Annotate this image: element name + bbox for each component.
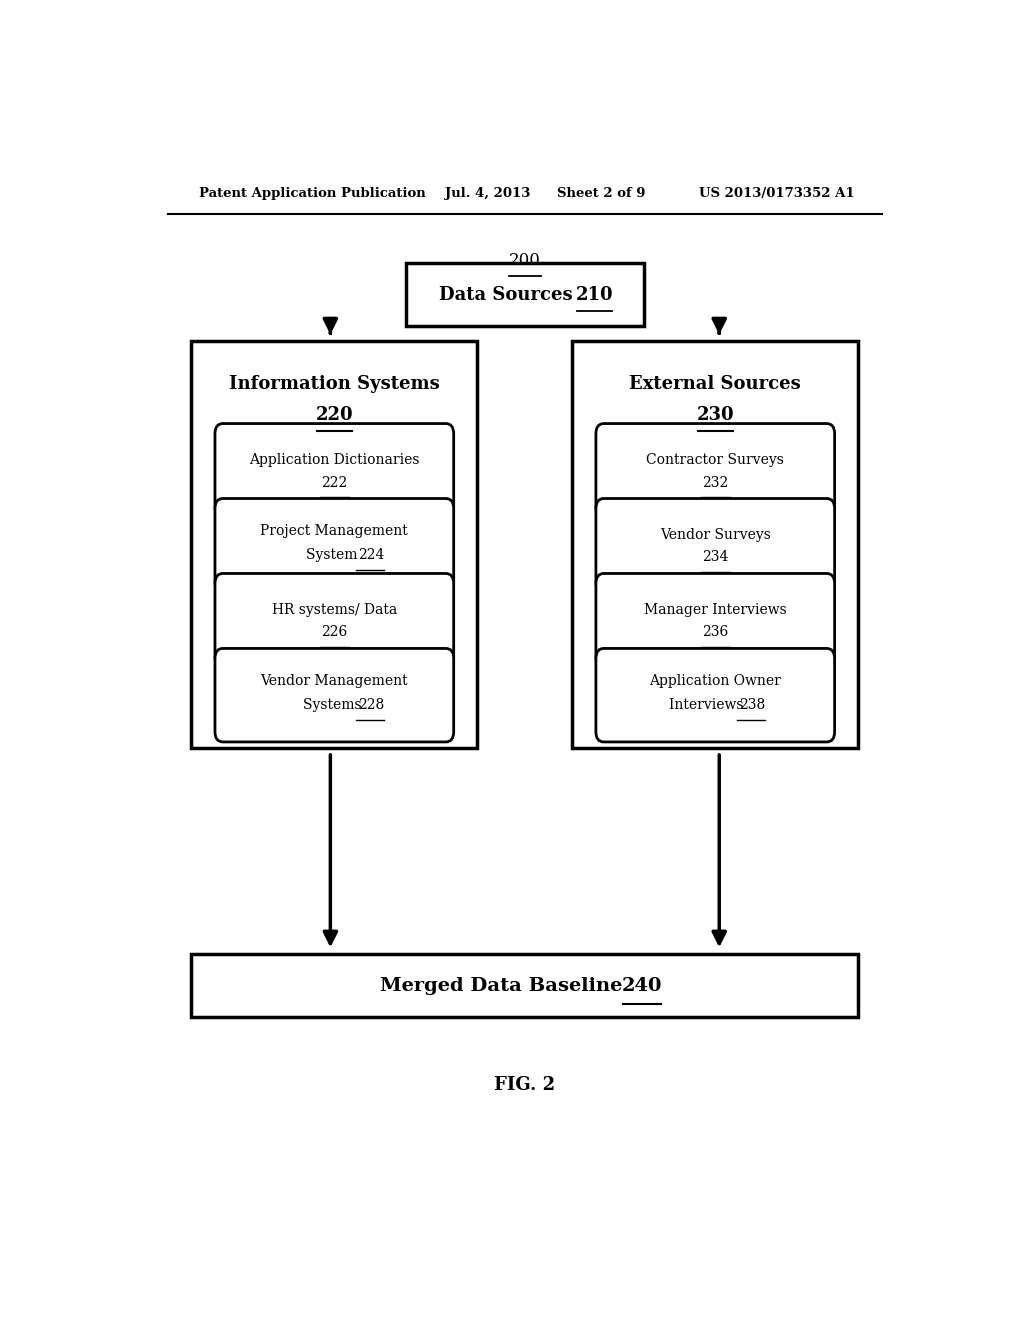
Text: Vendor Surveys: Vendor Surveys <box>659 528 771 543</box>
Text: Vendor Management: Vendor Management <box>260 675 409 688</box>
Text: 234: 234 <box>702 550 728 565</box>
Text: 210: 210 <box>575 285 613 304</box>
Text: Application Owner: Application Owner <box>649 675 781 688</box>
FancyBboxPatch shape <box>215 424 454 517</box>
Text: 232: 232 <box>702 475 728 490</box>
FancyBboxPatch shape <box>596 499 835 593</box>
Bar <box>572 342 858 748</box>
Text: Data Sources: Data Sources <box>439 285 579 304</box>
Text: Interviews: Interviews <box>670 698 761 713</box>
Text: Patent Application Publication: Patent Application Publication <box>200 187 426 201</box>
Text: 238: 238 <box>739 698 765 713</box>
Text: FIG. 2: FIG. 2 <box>495 1076 555 1094</box>
Text: Merged Data Baseline: Merged Data Baseline <box>380 977 630 995</box>
Text: 220: 220 <box>315 405 353 424</box>
Bar <box>406 263 644 326</box>
Bar <box>191 342 477 748</box>
Text: Contractor Surveys: Contractor Surveys <box>646 453 784 467</box>
Text: System: System <box>306 548 362 562</box>
Text: 228: 228 <box>358 698 384 713</box>
Text: 224: 224 <box>358 548 385 562</box>
Text: US 2013/0173352 A1: US 2013/0173352 A1 <box>699 187 855 201</box>
FancyBboxPatch shape <box>215 648 454 742</box>
Text: 200: 200 <box>509 252 541 268</box>
Text: Application Dictionaries: Application Dictionaries <box>249 453 420 467</box>
Text: 236: 236 <box>702 626 728 639</box>
Text: Jul. 4, 2013: Jul. 4, 2013 <box>445 187 530 201</box>
FancyBboxPatch shape <box>596 424 835 517</box>
FancyBboxPatch shape <box>596 573 835 667</box>
Text: Manager Interviews: Manager Interviews <box>644 603 786 616</box>
Text: Project Management: Project Management <box>260 524 409 539</box>
Text: Systems: Systems <box>303 698 366 713</box>
Text: 222: 222 <box>322 475 347 490</box>
Text: External Sources: External Sources <box>630 375 801 393</box>
Bar <box>191 954 858 1018</box>
FancyBboxPatch shape <box>215 573 454 667</box>
FancyBboxPatch shape <box>215 499 454 593</box>
Text: Sheet 2 of 9: Sheet 2 of 9 <box>557 187 645 201</box>
Text: 240: 240 <box>622 977 663 995</box>
Text: HR systems/ Data: HR systems/ Data <box>271 603 397 616</box>
Text: Information Systems: Information Systems <box>229 375 439 393</box>
Text: 230: 230 <box>696 405 734 424</box>
Text: 226: 226 <box>322 626 347 639</box>
FancyBboxPatch shape <box>596 648 835 742</box>
